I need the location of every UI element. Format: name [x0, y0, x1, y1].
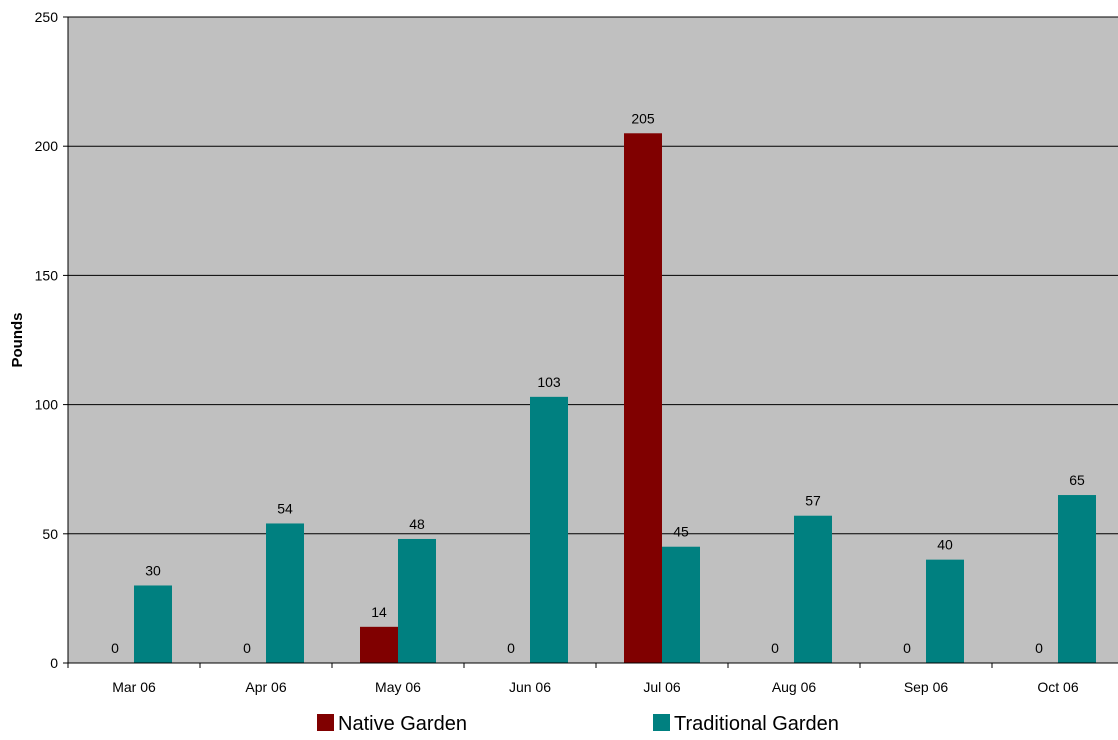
data-label-native-garden: 14: [371, 604, 387, 620]
x-tick-label: Jul 06: [643, 679, 681, 695]
data-label-traditional-garden: 65: [1069, 472, 1085, 488]
y-tick-label: 100: [35, 397, 59, 413]
data-label-native-garden: 205: [631, 110, 655, 126]
data-label-traditional-garden: 54: [277, 500, 293, 516]
bar-traditional-garden: [926, 559, 964, 663]
data-label-traditional-garden: 45: [673, 524, 689, 540]
y-tick-label: 0: [50, 655, 58, 671]
bar-native-garden: [360, 626, 398, 663]
bar-native-garden: [624, 133, 662, 663]
y-tick-label: 200: [35, 138, 59, 154]
bars: [134, 133, 1096, 663]
legend-label-native-garden: Native Garden: [338, 713, 467, 735]
x-tick-label: Mar 06: [112, 679, 156, 695]
y-tick-label: 50: [42, 526, 58, 542]
gridlines: [68, 16, 1118, 535]
y-axis-title: Pounds: [9, 313, 26, 368]
y-tick-label: 250: [35, 9, 59, 25]
data-label-native-garden: 0: [243, 640, 251, 656]
data-label-native-garden: 0: [1035, 640, 1043, 656]
x-tick-label: Oct 06: [1037, 679, 1078, 695]
data-label-traditional-garden: 40: [937, 537, 953, 553]
bar-traditional-garden: [266, 523, 304, 663]
legend-swatch-native-garden: [317, 714, 334, 731]
y-tick-label: 150: [35, 267, 59, 283]
data-label-traditional-garden: 30: [145, 562, 161, 578]
data-label-traditional-garden: 57: [805, 493, 821, 509]
plot-area: [68, 17, 1118, 663]
bar-traditional-garden: [1058, 495, 1096, 663]
bar-traditional-garden: [134, 585, 172, 663]
x-tick-label: Jun 06: [509, 679, 551, 695]
y-axis-ticks: 0 50 100 150 200 250: [35, 9, 68, 671]
data-label-native-garden: 0: [771, 640, 779, 656]
bar-traditional-garden: [662, 546, 700, 663]
data-labels: 0 0 14 0 205 0 0 0 30 54 48 103 45 57 40 65: [111, 110, 1085, 656]
data-label-native-garden: 0: [111, 640, 119, 656]
data-label-native-garden: 0: [903, 640, 911, 656]
bar-traditional-garden: [794, 515, 832, 663]
x-tick-label: Aug 06: [772, 679, 817, 695]
x-tick-label: May 06: [375, 679, 421, 695]
legend-swatch-traditional-garden: [653, 714, 670, 731]
data-label-traditional-garden: 103: [537, 374, 561, 390]
x-tick-label: Apr 06: [245, 679, 286, 695]
bar-traditional-garden: [398, 538, 436, 663]
x-tick-label: Sep 06: [904, 679, 949, 695]
data-label-traditional-garden: 48: [409, 516, 425, 532]
x-axis-ticks: Mar 06 Apr 06 May 06 Jun 06 Jul 06 Aug 06 Sep …: [67, 663, 1079, 695]
legend: Native Garden Traditional Garden: [317, 713, 839, 735]
bar-traditional-garden: [530, 396, 568, 663]
data-label-native-garden: 0: [507, 640, 515, 656]
legend-label-traditional-garden: Traditional Garden: [674, 713, 839, 735]
